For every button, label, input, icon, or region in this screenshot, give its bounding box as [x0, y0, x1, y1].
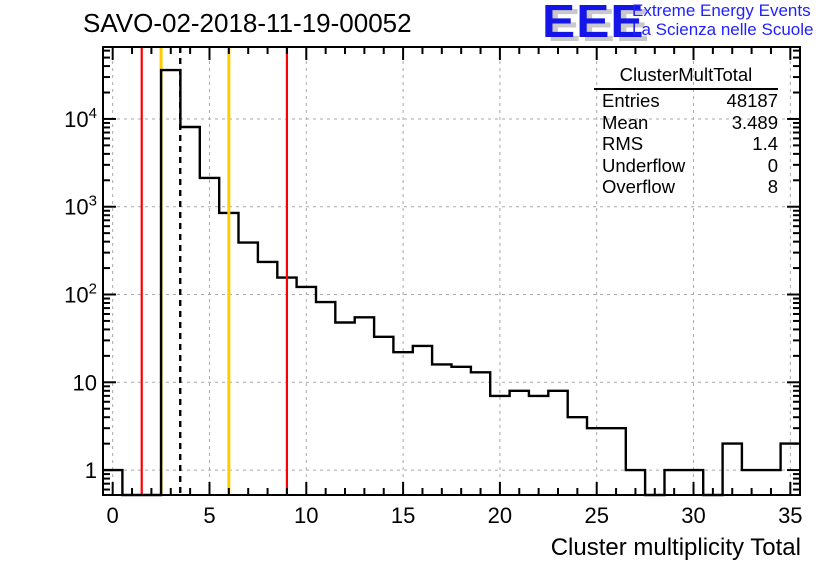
stats-row-underflow: Underflow 0 — [594, 155, 778, 177]
x-tick-label: 0 — [107, 503, 119, 528]
stats-row-mean: Mean 3.489 — [594, 112, 778, 134]
x-tick-label: 35 — [778, 503, 802, 528]
stats-row-entries: Entries 48187 — [594, 90, 778, 112]
axis-frame — [102, 46, 801, 496]
stats-row-rms: RMS 1.4 — [594, 133, 778, 155]
stats-value: 48187 — [726, 90, 778, 111]
y-tick-label: 103 — [64, 193, 97, 220]
eee-logo-acronym: EEE — [542, 0, 645, 47]
plot-title: SAVO-02-2018-11-19-00052 — [83, 8, 412, 38]
stats-label: Underflow — [602, 154, 686, 176]
stats-value: 0 — [767, 154, 778, 176]
x-tick-label: 25 — [584, 503, 608, 528]
histogram-line — [103, 68, 800, 497]
stats-value: 1.4 — [752, 133, 778, 155]
stats-box-title: ClusterMultTotal — [594, 64, 778, 90]
stats-box: ClusterMultTotal Entries 48187 Mean 3.48… — [594, 64, 778, 198]
eee-logo: EEE Extreme Energy Events La Scienza nel… — [542, 0, 836, 47]
stats-label: RMS — [602, 133, 644, 155]
stats-value: 8 — [767, 176, 778, 198]
y-tick-label: 104 — [64, 105, 97, 132]
x-tick-label: 10 — [294, 503, 318, 528]
x-tick-label: 5 — [203, 503, 215, 528]
stats-row-overflow: Overflow 8 — [594, 176, 778, 198]
x-tick-label: 30 — [681, 503, 705, 528]
eee-logo-line2: La Scienza nelle Scuole — [632, 20, 814, 39]
y-tick-label: 102 — [64, 281, 97, 308]
y-tick-label: 10 — [73, 370, 97, 395]
x-axis-title: Cluster multiplicity Total — [550, 534, 801, 561]
x-tick-label: 20 — [488, 503, 512, 528]
stats-label: Entries — [602, 90, 660, 111]
stats-value: 3.489 — [731, 111, 778, 133]
x-tick-label: 15 — [391, 503, 415, 528]
y-tick-label: 1 — [85, 458, 97, 483]
eee-logo-line1: Extreme Energy Events — [632, 1, 811, 20]
stats-label: Mean — [602, 111, 649, 133]
stats-label: Overflow — [602, 176, 675, 198]
